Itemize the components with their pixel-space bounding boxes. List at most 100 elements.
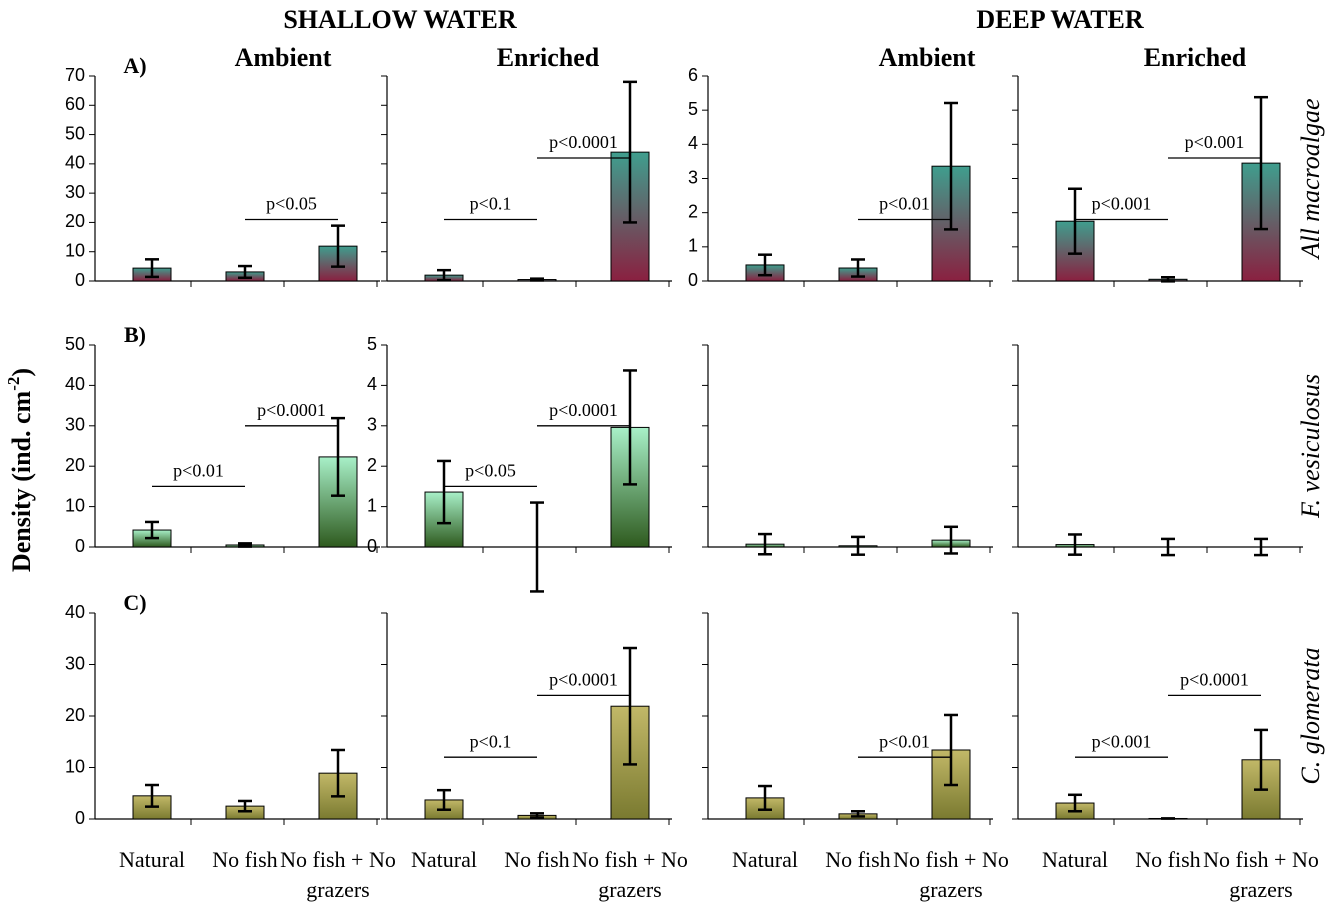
x-tick-label: No fish <box>212 847 278 872</box>
y-tick-label: 50 <box>65 123 85 143</box>
x-tick-label: No fish + No grazers <box>572 847 688 902</box>
y-tick-label: 2 <box>688 201 698 221</box>
x-tick-label: Natural <box>732 847 798 872</box>
error-bar <box>145 258 159 279</box>
y-tick-label: 70 <box>65 65 85 85</box>
y-axis-label-sup: -2 <box>4 377 23 391</box>
y-tick-label: 20 <box>65 211 85 231</box>
y-tick-label: 40 <box>65 374 85 394</box>
error-bar <box>1068 533 1082 556</box>
error-bar <box>145 520 159 540</box>
y-axis-label-text: Density (ind. cm <box>7 390 36 572</box>
panel-label: A) <box>123 53 146 78</box>
panel-title: Enriched <box>1144 43 1247 72</box>
significance-label: p<0.01 <box>173 461 224 481</box>
x-tick-label: Natural <box>1042 847 1108 872</box>
significance-label: p<0.01 <box>879 194 930 214</box>
error-bar <box>331 748 345 798</box>
y-tick-label: 1 <box>688 236 698 256</box>
error-bar <box>331 224 345 268</box>
error-bar <box>238 799 252 813</box>
group-title: DEEP WATER <box>976 5 1144 34</box>
significance-label: p<0.0001 <box>1180 670 1249 690</box>
error-bar <box>944 525 958 555</box>
error-bar <box>623 369 637 486</box>
y-tick-label: 40 <box>65 602 85 622</box>
x-tick-label: No fish <box>1135 847 1201 872</box>
y-tick-label: 0 <box>75 536 85 556</box>
y-tick-label: 0 <box>367 536 377 556</box>
y-tick-label: 0 <box>688 270 698 290</box>
y-tick-label: 3 <box>688 167 698 187</box>
row-label: All macroalgae <box>1296 98 1325 260</box>
y-tick-label: 1 <box>367 495 377 515</box>
row-label: C. glomerata <box>1296 647 1325 784</box>
error-bar <box>1161 275 1175 283</box>
error-bar <box>944 101 958 231</box>
significance-label: p<0.001 <box>1092 731 1152 751</box>
error-bar <box>851 258 865 278</box>
significance-label: p<0.05 <box>266 194 317 214</box>
error-bar <box>851 810 865 818</box>
significance-label: p<0.01 <box>879 731 930 751</box>
error-bar <box>1068 793 1082 813</box>
error-bar <box>437 459 451 525</box>
x-tick-label: Natural <box>411 847 477 872</box>
y-tick-label: 2 <box>367 455 377 475</box>
panel-title: Enriched <box>497 43 600 72</box>
y-tick-label: 30 <box>65 653 85 673</box>
y-tick-label: 50 <box>65 334 85 354</box>
error-bar <box>145 783 159 808</box>
y-tick-label: 20 <box>65 705 85 725</box>
significance-label: p<0.1 <box>470 194 512 214</box>
y-tick-label: 20 <box>65 455 85 475</box>
y-tick-label: 30 <box>65 182 85 202</box>
panel-title: Ambient <box>235 43 332 72</box>
error-bar <box>1254 728 1268 791</box>
panel-title: Ambient <box>879 43 976 72</box>
significance-label: p<0.0001 <box>549 132 618 152</box>
y-tick-label: 10 <box>65 240 85 260</box>
x-tick-label: No fish <box>504 847 570 872</box>
y-tick-label: 10 <box>65 495 85 515</box>
error-bar <box>437 788 451 811</box>
y-tick-label: 10 <box>65 756 85 776</box>
error-bar <box>944 713 958 787</box>
y-tick-label: 6 <box>688 65 698 85</box>
significance-label: p<0.0001 <box>549 400 618 420</box>
y-tick-label: 60 <box>65 94 85 114</box>
significance-label: p<0.001 <box>1092 194 1152 214</box>
error-bar <box>238 264 252 280</box>
significance-label: p<0.0001 <box>257 400 326 420</box>
error-bar <box>623 646 637 766</box>
x-tick-label: No fish + No grazers <box>1203 847 1319 902</box>
x-tick-label: No fish + No grazers <box>280 847 396 902</box>
error-bar <box>530 277 544 282</box>
bar <box>610 426 650 548</box>
error-bar <box>238 542 252 548</box>
error-bar <box>623 80 637 224</box>
y-tick-label: 0 <box>75 808 85 828</box>
panel-label: B) <box>124 322 146 347</box>
significance-label: p<0.05 <box>465 461 516 481</box>
y-tick-label: 0 <box>75 270 85 290</box>
error-bar <box>1254 537 1268 557</box>
error-bar <box>851 535 865 556</box>
y-tick-label: 3 <box>367 415 377 435</box>
x-tick-label: No fish <box>825 847 891 872</box>
error-bar <box>758 253 772 277</box>
error-bar <box>1161 537 1175 557</box>
error-bar <box>530 501 544 593</box>
group-title: SHALLOW WATER <box>283 5 517 34</box>
error-bar <box>530 812 544 819</box>
error-bar <box>331 416 345 497</box>
y-tick-label: 30 <box>65 415 85 435</box>
y-tick-label: 40 <box>65 153 85 173</box>
x-tick-label: Natural <box>119 847 185 872</box>
error-bar <box>1254 95 1268 231</box>
panel-label: C) <box>123 590 146 615</box>
significance-label: p<0.001 <box>1185 132 1245 152</box>
error-bar <box>758 784 772 811</box>
error-bar <box>1068 187 1082 255</box>
